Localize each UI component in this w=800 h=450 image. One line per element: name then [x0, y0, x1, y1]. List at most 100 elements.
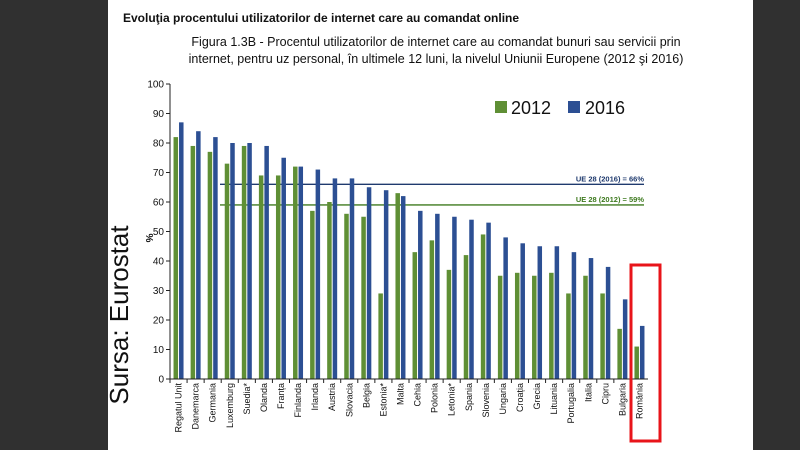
- bar-2012: [480, 234, 486, 379]
- bar-2012: [497, 275, 503, 379]
- x-tick-label: Italia: [583, 383, 593, 402]
- bar-2012: [310, 210, 315, 379]
- bar-2016: [622, 299, 628, 379]
- x-tick-label: Regatul Unit: [174, 383, 184, 433]
- x-tick-label: Cipru: [600, 383, 610, 405]
- x-tick-label: Lituania: [549, 383, 559, 415]
- bar-2012: [617, 328, 622, 379]
- source-label: Sursa: Eurostat: [108, 225, 134, 405]
- bar-2016: [639, 325, 645, 379]
- chart-canvas: Evoluţia procentului utilizatorilor de i…: [108, 11, 684, 443]
- bar-2016: [383, 190, 389, 379]
- x-tick-label: Ungaria: [498, 383, 508, 415]
- figure-caption-line1: Figura 1.3B - Procentul utilizatorilor d…: [191, 35, 680, 49]
- legend-label-2016: 2016: [585, 98, 625, 118]
- legend: 2012 2016: [495, 98, 625, 118]
- bar-2016: [469, 219, 474, 379]
- bar-2012: [446, 269, 452, 379]
- y-tick-label: 0: [158, 375, 164, 386]
- x-tick-label: Bulgaria: [617, 383, 627, 416]
- bar-2012: [549, 272, 554, 379]
- bar-2012: [378, 293, 383, 379]
- y-tick-label: 90: [153, 109, 165, 120]
- x-tick-label: Finlanda: [293, 383, 303, 418]
- bar-2012: [224, 163, 230, 379]
- y-tick-label: 100: [147, 80, 164, 91]
- x-tick-label: Irlanda: [310, 383, 320, 411]
- bar-2016: [435, 213, 440, 379]
- bar-2016: [503, 237, 508, 379]
- bar-2012: [532, 275, 537, 379]
- x-tick-label: Malta: [395, 383, 405, 405]
- bar-2016: [349, 178, 355, 379]
- bar-2012: [634, 346, 639, 379]
- x-tick-label: Slovacia: [344, 383, 354, 417]
- legend-label-2012: 2012: [511, 98, 551, 118]
- bar-2016: [264, 145, 269, 379]
- bar-2016: [486, 222, 491, 379]
- bar-2016: [588, 258, 594, 379]
- bar-2012: [412, 252, 418, 379]
- bar-2012: [361, 216, 366, 379]
- y-tick-label: 10: [153, 345, 165, 356]
- x-tick-label: Olanda: [259, 383, 269, 412]
- bar-2012: [173, 137, 179, 379]
- reference-line-label: UE 28 (2016) = 66%: [576, 174, 644, 183]
- x-tick-label: Portugalia: [566, 383, 576, 424]
- bar-2016: [179, 122, 184, 379]
- y-tick-label: 20: [153, 316, 165, 327]
- bar-2012: [583, 275, 588, 379]
- bar-2016: [452, 216, 457, 379]
- x-tick-label: Austria: [327, 383, 337, 411]
- bar-2016: [230, 143, 235, 379]
- bar-2012: [190, 145, 196, 379]
- legend-swatch-2012: [495, 101, 507, 113]
- bar-2016: [298, 166, 304, 379]
- bar-2016: [196, 131, 201, 379]
- x-tick-label: Germania: [208, 383, 218, 423]
- bar-2016: [332, 178, 338, 379]
- bar-2016: [605, 266, 611, 379]
- x-tick-label: Letonia*: [447, 383, 457, 417]
- bar-2016: [418, 210, 423, 379]
- x-axis-tick-labels: Regatul Unit Danemarca Germania Luxemburg Su…: [169, 379, 644, 433]
- bar-2016: [571, 252, 577, 379]
- bar-2016: [281, 157, 286, 379]
- bar-2012: [327, 202, 332, 379]
- reference-lines: UE 28 (2016) = 66% UE 28 (2012) = 59%: [220, 174, 644, 206]
- x-tick-label: Estonia*: [378, 383, 388, 417]
- figure-caption-line2: internet, pentru uz personal, în ultimel…: [189, 52, 684, 66]
- x-tick-label: Belgia: [361, 383, 371, 408]
- bar-2012: [293, 166, 298, 379]
- bar-2016: [400, 196, 406, 379]
- highlight-box-romania: [629, 263, 662, 443]
- y-tick-label: 70: [153, 168, 165, 179]
- bar-2012: [344, 213, 349, 379]
- bar-2016: [213, 137, 218, 379]
- y-tick-label: 50: [153, 227, 165, 238]
- x-tick-label: Croația: [515, 383, 525, 412]
- bar-2016: [366, 187, 372, 379]
- bar-2012: [207, 151, 213, 379]
- y-tick-label: 30: [153, 286, 165, 297]
- section-heading: Evoluţia procentului utilizatorilor de i…: [123, 11, 519, 25]
- x-tick-label: Slovenia: [481, 383, 491, 418]
- document-page: Evoluţia procentului utilizatorilor de i…: [108, 0, 753, 450]
- x-tick-label: Cehia: [413, 383, 423, 407]
- bar-2012: [275, 175, 281, 379]
- x-tick-label: Polonia: [430, 383, 440, 413]
- x-tick-label: Danemarca: [191, 383, 201, 430]
- y-tick-label: 80: [153, 139, 165, 150]
- y-tick-label: 40: [153, 257, 165, 268]
- bar-2012: [395, 193, 400, 379]
- bar-2016: [520, 243, 525, 379]
- bar-2012: [241, 145, 247, 379]
- bar-2016: [315, 169, 321, 379]
- x-tick-label: Franța: [276, 383, 286, 409]
- reference-line-label: UE 28 (2012) = 59%: [576, 195, 644, 204]
- y-axis-ticks: 0 10 20 30 40 50 60 70 80 90 100: [147, 80, 170, 386]
- bar-2012: [514, 272, 520, 379]
- x-tick-label: Luxemburg: [225, 383, 235, 428]
- legend-swatch-2016: [568, 101, 580, 113]
- x-tick-label: Spania: [464, 383, 474, 411]
